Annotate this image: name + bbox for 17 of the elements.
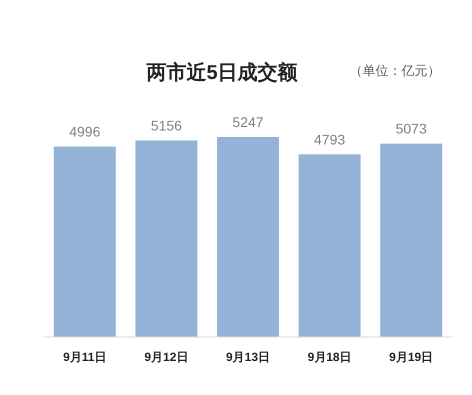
x-tick-label: 9月12日: [144, 350, 188, 364]
data-label: 4793: [314, 131, 346, 148]
chart-title: 两市近5日成交额: [145, 61, 299, 84]
bar: [216, 137, 280, 337]
bar: [54, 146, 116, 337]
data-label: 5247: [232, 114, 264, 130]
x-tick-label: 9月19日: [389, 350, 434, 364]
data-label: 5073: [396, 120, 427, 137]
text: （单位：亿元）: [350, 63, 440, 78]
bar: [135, 140, 198, 337]
x-tick-label: 9月18日: [308, 350, 352, 364]
bar: [298, 154, 361, 337]
x-tick-label: 9月11日: [63, 350, 106, 364]
data-label: 4996: [69, 124, 101, 140]
x-tick-label: 9月13日: [226, 350, 270, 364]
bar: [380, 144, 442, 337]
data-label: 5156: [150, 117, 182, 134]
